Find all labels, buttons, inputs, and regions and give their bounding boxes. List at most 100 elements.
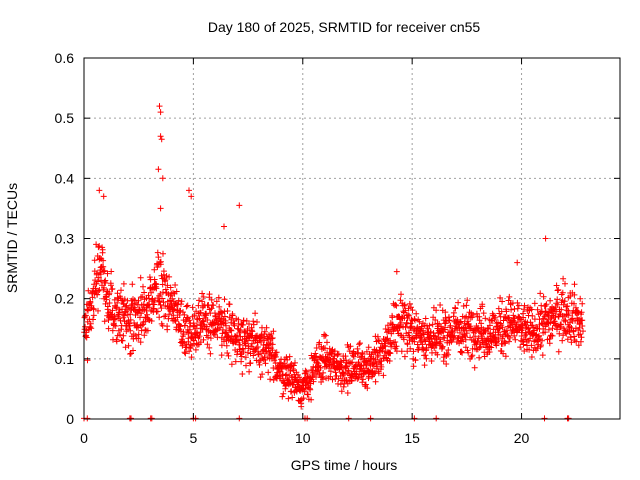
data-point (252, 310, 259, 317)
data-point (418, 323, 425, 330)
data-point (521, 302, 528, 309)
data-point (170, 289, 176, 296)
data-point (563, 303, 570, 310)
data-point (578, 334, 585, 341)
data-point (210, 302, 217, 309)
data-point (519, 325, 526, 332)
data-point (514, 305, 521, 312)
data-point (465, 349, 472, 356)
data-point (263, 324, 270, 331)
data-point (342, 362, 349, 369)
data-point (127, 327, 134, 334)
data-point (476, 354, 483, 361)
data-point (160, 250, 166, 257)
data-point (549, 332, 556, 339)
data-point (289, 394, 296, 401)
data-point (166, 311, 173, 318)
data-point (559, 289, 566, 296)
data-point (137, 274, 144, 281)
data-point (313, 353, 320, 360)
data-point (303, 368, 310, 375)
data-point (455, 299, 462, 306)
data-point (162, 277, 169, 284)
data-point (225, 352, 232, 359)
data-point (105, 317, 112, 323)
data-point (303, 378, 310, 385)
data-point (499, 298, 506, 305)
data-point (196, 297, 202, 304)
data-point (357, 354, 363, 361)
data-point (247, 360, 254, 366)
data-point (129, 281, 136, 288)
data-point (387, 337, 394, 344)
data-point (393, 302, 400, 309)
data-point (232, 358, 239, 365)
data-point (578, 309, 585, 316)
data-point (409, 307, 416, 314)
x-tick-label: 5 (189, 430, 197, 446)
data-point (442, 309, 449, 316)
data-point (250, 352, 257, 359)
data-point (104, 303, 111, 310)
data-point (401, 301, 408, 308)
data-point (355, 359, 362, 366)
data-point (406, 312, 413, 319)
data-point (185, 329, 192, 336)
data-point (119, 306, 125, 313)
data-point (553, 282, 560, 289)
data-point (270, 328, 277, 335)
data-point (269, 335, 276, 341)
data-point (105, 325, 112, 332)
data-point (300, 395, 307, 402)
data-point (554, 287, 561, 294)
data-point (503, 308, 510, 315)
data-point (392, 339, 399, 345)
data-point (562, 280, 568, 287)
data-point (239, 371, 246, 377)
data-point (313, 345, 320, 351)
data-point (367, 415, 374, 422)
data-point (534, 306, 541, 313)
data-point (207, 335, 214, 342)
data-point (229, 312, 236, 319)
data-point (398, 348, 405, 355)
data-point (335, 350, 342, 357)
data-point (375, 370, 382, 377)
data-point (553, 308, 560, 315)
data-point (183, 303, 190, 310)
data-point (170, 306, 177, 313)
data-point (564, 303, 571, 310)
data-point (213, 298, 220, 305)
data-point (216, 303, 223, 310)
data-point (155, 254, 162, 261)
data-point (127, 311, 134, 318)
data-point (94, 278, 101, 285)
data-point (157, 301, 164, 308)
data-point (422, 315, 429, 322)
data-point (208, 296, 215, 303)
data-point (548, 332, 555, 339)
data-point (354, 375, 361, 382)
data-point (290, 362, 297, 369)
data-point (261, 328, 268, 335)
data-point (142, 326, 149, 333)
data-point (356, 341, 363, 348)
axis-ticks: 0 0.1 0.2 0.3 0.4 0.5 0.6 0 5 10 15 20 (55, 50, 620, 446)
data-point (89, 294, 96, 301)
data-point (445, 314, 452, 321)
data-point (579, 300, 586, 307)
data-point (91, 257, 98, 264)
data-point (155, 166, 162, 173)
data-point (127, 316, 134, 323)
data-point (258, 338, 265, 345)
data-point (270, 377, 277, 383)
data-point (178, 301, 184, 308)
x-tick-label: 10 (295, 430, 311, 446)
data-point (362, 381, 369, 388)
data-point (81, 313, 88, 320)
data-point (401, 353, 408, 360)
data-point (518, 337, 524, 344)
y-tick-label: 0 (66, 411, 74, 427)
y-axis-label: SRMTID / TECUs (4, 183, 20, 293)
data-point (199, 318, 206, 324)
